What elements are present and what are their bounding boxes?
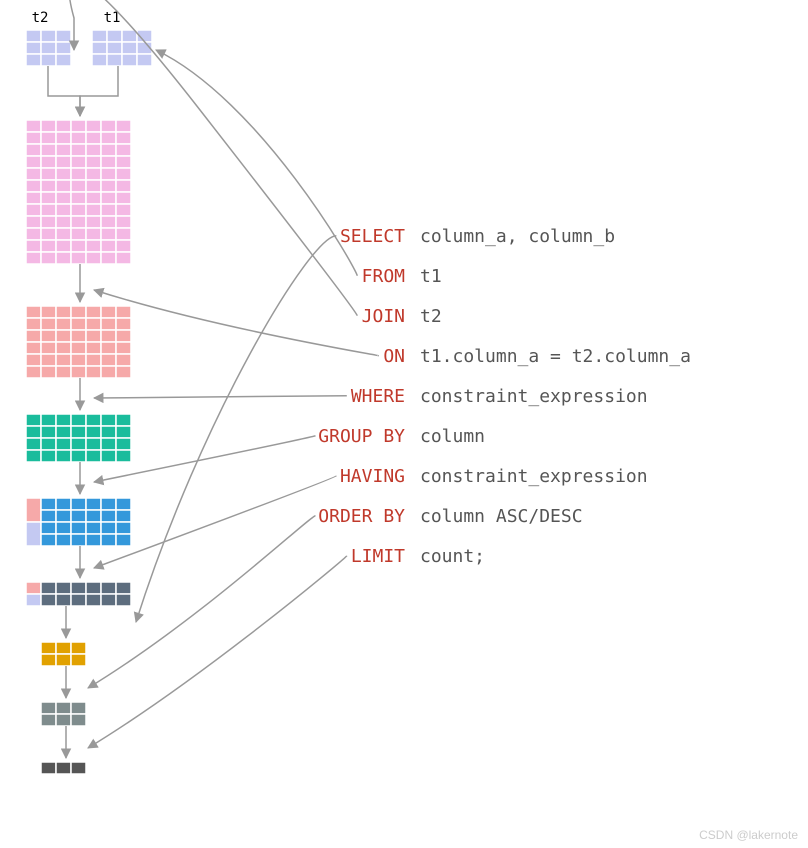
sql-execution-diagram: t2t1SELECTcolumn_a, column_bFROMt1JOINt2… — [0, 0, 808, 848]
sql-keyword-5: GROUP BY — [318, 426, 405, 447]
pointer-arrow-3 — [94, 290, 378, 356]
watermark: CSDN @lakernote — [699, 828, 798, 842]
sql-value-5: column — [420, 426, 485, 447]
table-having-side1 — [26, 582, 41, 594]
sql-value-4: constraint_expression — [420, 386, 648, 407]
sql-value-8: count; — [420, 546, 485, 567]
table-order-result — [41, 702, 86, 726]
table-group-side1 — [26, 498, 41, 522]
label-t2: t2 — [32, 10, 49, 26]
sql-keyword-3: ON — [383, 346, 405, 367]
table-t1 — [92, 30, 152, 66]
sql-keyword-0: SELECT — [340, 226, 405, 247]
sql-value-1: t1 — [420, 266, 442, 287]
sql-keyword-4: WHERE — [351, 386, 405, 407]
sql-value-2: t2 — [420, 306, 442, 327]
sql-value-7: column ASC/DESC — [420, 506, 583, 527]
flow-arrow-1 — [80, 66, 118, 116]
table-group-side2 — [26, 522, 41, 546]
sql-value-6: constraint_expression — [420, 466, 648, 487]
pointer-arrow-1 — [156, 50, 357, 276]
sql-value-0: column_a, column_b — [420, 226, 615, 247]
sql-value-3: t1.column_a = t2.column_a — [420, 346, 691, 367]
table-select-result — [41, 642, 86, 666]
sql-keyword-7: ORDER BY — [318, 506, 405, 527]
sql-keyword-1: FROM — [362, 266, 406, 287]
table-having-side2 — [26, 594, 41, 606]
table-having-result — [41, 582, 131, 606]
table-group-result — [41, 498, 131, 546]
table-joined — [26, 120, 131, 264]
table-where-result — [26, 414, 131, 462]
sql-keyword-6: HAVING — [340, 466, 405, 487]
flow-arrow-0 — [48, 66, 80, 116]
sql-keyword-8: LIMIT — [351, 546, 405, 567]
table-limit-result — [41, 762, 86, 774]
pointer-arrow-0 — [136, 236, 336, 622]
table-t2 — [26, 30, 71, 66]
table-on-result — [26, 306, 131, 378]
pointer-arrow-4 — [94, 396, 347, 398]
sql-keyword-2: JOIN — [362, 306, 405, 327]
